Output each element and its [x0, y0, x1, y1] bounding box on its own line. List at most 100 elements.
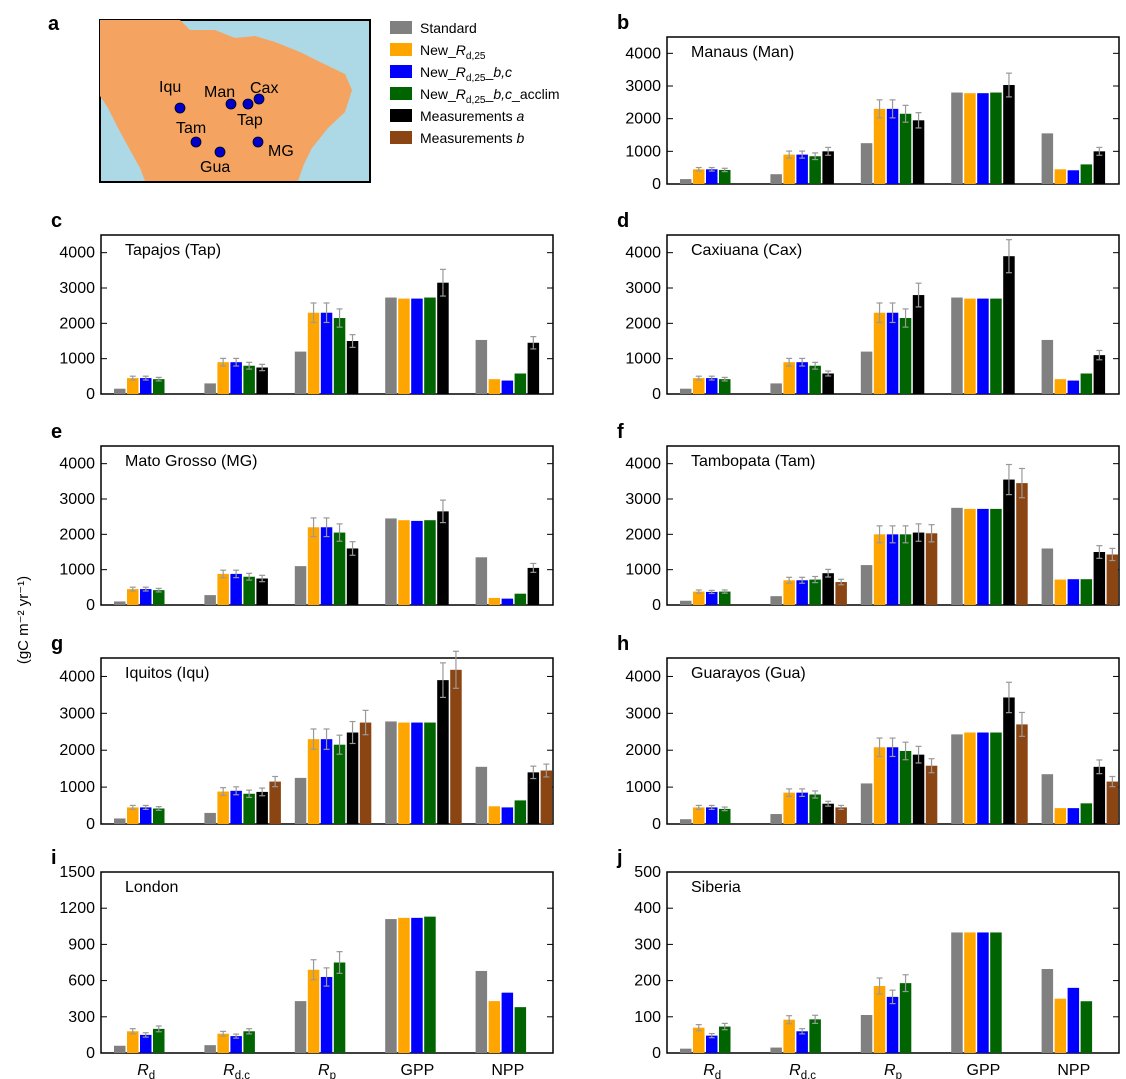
legend-swatch	[390, 109, 412, 122]
bar-e-2-4	[346, 548, 359, 605]
bar-g-0-3	[153, 808, 165, 824]
bar-f-1-4	[822, 573, 834, 605]
x-category-label: NPP	[1057, 1062, 1090, 1079]
y-tick-label: 3000	[625, 705, 661, 722]
bar-g-2-4	[346, 732, 359, 824]
bar-j-3-3	[990, 932, 1002, 1053]
panel-letter-c: c	[51, 210, 62, 232]
bar-j-4-2	[1067, 987, 1080, 1053]
y-tick-label: 3000	[625, 280, 661, 297]
y-tick-label: 4000	[625, 45, 661, 62]
y-tick-label: 3000	[625, 491, 661, 508]
legend-swatch	[390, 65, 412, 78]
bar-g-1-0	[204, 812, 216, 824]
bar-b-4-3	[1080, 164, 1093, 184]
bar-h-4-1	[1054, 808, 1067, 824]
y-tick-label: 2000	[625, 742, 661, 759]
bar-c-4-2	[501, 380, 514, 394]
site-marker-man	[225, 98, 237, 110]
panel-letter-i: i	[51, 847, 57, 869]
bar-i-4-1	[488, 1001, 501, 1053]
legend-label: New_Rd,25_b,c	[420, 64, 512, 84]
bar-g-1-4	[256, 791, 268, 824]
bar-h-1-5	[835, 807, 847, 824]
bar-g-3-5	[450, 669, 462, 824]
bar-g-3-3	[424, 722, 436, 824]
legend-label: New_Rd,25_b,c_acclim	[420, 86, 560, 106]
y-tick-label: 4000	[59, 456, 95, 473]
y-tick-label: 3000	[59, 705, 95, 722]
bar-h-0-3	[719, 808, 731, 824]
y-tick-label: 1200	[59, 900, 95, 917]
bar-j-1-0	[770, 1047, 782, 1053]
bar-c-1-0	[204, 383, 216, 394]
bar-i-3-2	[411, 917, 423, 1053]
legend-label: Standard	[420, 20, 477, 36]
map-land	[100, 20, 352, 181]
panel-b: b Manaus (Man) 0 1000 2000 3000 4000	[617, 12, 1120, 193]
bar-c-1-4	[256, 367, 268, 394]
bar-h-3-4	[1003, 697, 1015, 824]
bar-i-2-0	[294, 1001, 307, 1053]
bar-j-3-1	[964, 932, 976, 1053]
bar-g-3-0	[385, 721, 397, 824]
bar-g-2-0	[294, 777, 307, 824]
site-marker-tam	[190, 136, 202, 148]
site-label-mg: MG	[268, 143, 294, 160]
bar-c-0-2	[140, 378, 152, 394]
site-label-cax: Cax	[250, 80, 278, 97]
bar-f-4-2	[1067, 579, 1080, 605]
map-caribbean-land	[100, 20, 135, 46]
bar-c-3-0	[385, 297, 397, 394]
y-tick-label: 0	[86, 597, 95, 614]
y-tick-label: 4000	[625, 245, 661, 262]
panel-i: i London 0 300 600 900 1200 1500 Rd Rd,c Rp GPP NPP	[51, 847, 554, 1079]
panel-title: Mato Grosso (MG)	[125, 453, 257, 470]
legend-label: New_Rd,25	[420, 42, 486, 62]
bar-i-2-1	[307, 969, 320, 1053]
bar-f-2-2	[886, 534, 899, 605]
bar-c-1-2	[230, 362, 242, 394]
bar-d-2-2	[886, 312, 899, 394]
bar-c-0-1	[127, 378, 139, 394]
y-tick-label: 0	[86, 816, 95, 833]
y-tick-label: 1500	[59, 864, 95, 881]
bar-h-3-2	[977, 732, 989, 824]
y-tick-label: 900	[68, 936, 95, 953]
bar-e-3-0	[385, 518, 397, 605]
bar-c-0-3	[153, 379, 165, 394]
bar-f-4-4	[1093, 552, 1106, 605]
y-tick-label: 600	[68, 973, 95, 990]
bar-f-3-2	[977, 508, 989, 605]
bar-i-0-2	[140, 1034, 152, 1053]
bar-f-1-1	[783, 580, 795, 605]
panel-title: Guarayos (Gua)	[691, 665, 806, 682]
bar-j-1-1	[783, 1019, 795, 1053]
x-category-label: Rp	[884, 1062, 902, 1079]
bar-c-3-1	[398, 298, 410, 394]
bar-i-3-0	[385, 919, 397, 1053]
legend-swatch	[390, 131, 412, 144]
bar-b-1-4	[822, 151, 834, 184]
x-category-label: Rd,c	[223, 1062, 250, 1079]
bar-c-2-4	[346, 341, 359, 394]
bar-d-3-3	[990, 298, 1002, 394]
bar-g-2-5	[359, 722, 372, 824]
bar-c-4-0	[475, 339, 488, 394]
x-category-label: NPP	[491, 1062, 524, 1079]
y-tick-label: 1000	[59, 562, 95, 579]
bar-h-1-1	[783, 792, 795, 824]
y-tick-label: 2000	[59, 315, 95, 332]
y-tick-label: 0	[652, 1045, 661, 1062]
bar-b-3-1	[964, 93, 976, 184]
y-tick-label: 3000	[59, 280, 95, 297]
panel-letter-d: d	[617, 210, 629, 232]
legend: Standard New_Rd,25New_Rd,25_b,cNew_Rd,25_…	[390, 20, 560, 146]
bar-d-3-4	[1003, 256, 1015, 394]
panel-f: f Tambopata (Tam) 0 1000 2000 3000 4000	[617, 421, 1120, 614]
bar-g-2-2	[320, 739, 333, 824]
bar-c-4-3	[514, 373, 527, 394]
bar-f-3-3	[990, 508, 1002, 605]
bar-b-1-0	[770, 174, 782, 184]
bar-g-1-5	[269, 781, 281, 824]
